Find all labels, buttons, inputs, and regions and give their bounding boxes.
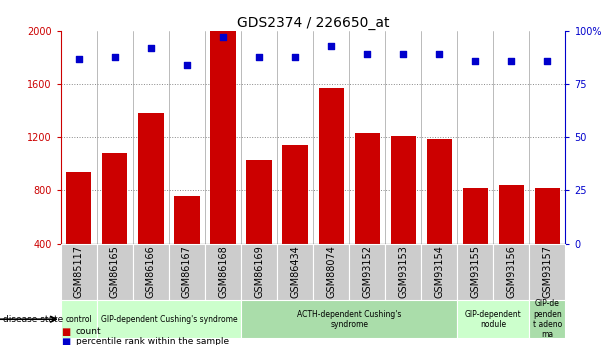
Bar (277, 244, 313, 300)
Bar (174, 196, 199, 297)
Text: GSM86168: GSM86168 (218, 245, 228, 298)
Point (110, 54, 120, 59)
Bar (530, 300, 565, 338)
Point (398, 52, 408, 57)
Bar (390, 136, 416, 297)
Bar (493, 244, 530, 300)
Point (218, 34, 228, 40)
Point (471, 58, 480, 63)
Text: percentile rank within the sample: percentile rank within the sample (76, 337, 229, 345)
Bar (535, 188, 560, 297)
Bar (530, 244, 565, 300)
Bar (354, 134, 380, 297)
Point (254, 54, 264, 59)
Bar (61, 300, 97, 338)
Bar (66, 172, 91, 297)
Bar (210, 31, 236, 297)
Bar (205, 244, 241, 300)
Bar (138, 114, 164, 297)
Bar (61, 244, 97, 300)
Point (326, 43, 336, 49)
Bar (421, 244, 457, 300)
Text: GSM93153: GSM93153 (398, 245, 408, 298)
Point (435, 52, 444, 57)
Title: GDS2374 / 226650_at: GDS2374 / 226650_at (237, 16, 389, 30)
Bar (283, 145, 308, 297)
Text: GSM86169: GSM86169 (254, 245, 264, 298)
Point (146, 45, 156, 51)
Text: GSM93152: GSM93152 (362, 245, 372, 298)
Point (182, 62, 192, 68)
Bar (427, 139, 452, 297)
Point (506, 58, 516, 63)
Bar (463, 188, 488, 297)
Text: GSM85117: GSM85117 (74, 245, 84, 298)
Text: GSM86434: GSM86434 (290, 245, 300, 298)
Text: GSM93156: GSM93156 (506, 245, 516, 298)
Bar (241, 244, 277, 300)
Point (74, 56, 84, 61)
Text: GIP-dependent Cushing's syndrome: GIP-dependent Cushing's syndrome (101, 315, 237, 324)
Bar (457, 244, 493, 300)
Bar (499, 185, 524, 297)
Text: control: control (66, 315, 92, 324)
Bar (241, 300, 457, 338)
Text: GIP-dependent
nodule: GIP-dependent nodule (465, 309, 522, 329)
Bar (385, 244, 421, 300)
Text: GSM93154: GSM93154 (434, 245, 444, 298)
Point (290, 54, 300, 59)
Text: GSM86165: GSM86165 (110, 245, 120, 298)
Text: GSM86167: GSM86167 (182, 245, 192, 298)
Bar (319, 88, 344, 297)
Bar (313, 244, 349, 300)
Point (542, 58, 552, 63)
Bar (246, 160, 272, 297)
Text: ■: ■ (61, 327, 70, 337)
Text: GSM93155: GSM93155 (471, 245, 480, 298)
Bar (133, 244, 169, 300)
Bar (457, 300, 530, 338)
Bar (169, 244, 205, 300)
Text: GIP-de
penden
t adeno
ma: GIP-de penden t adeno ma (533, 299, 562, 339)
Point (362, 52, 372, 57)
Bar (97, 244, 133, 300)
Bar (97, 300, 241, 338)
Text: ACTH-dependent Cushing's
syndrome: ACTH-dependent Cushing's syndrome (297, 309, 401, 329)
Text: GSM86166: GSM86166 (146, 245, 156, 298)
Text: GSM88074: GSM88074 (326, 245, 336, 298)
Text: ■: ■ (61, 337, 70, 345)
Bar (102, 153, 128, 297)
Text: GSM93157: GSM93157 (542, 245, 553, 298)
Text: count: count (76, 327, 102, 336)
Text: disease state: disease state (3, 315, 63, 324)
Bar (349, 244, 385, 300)
